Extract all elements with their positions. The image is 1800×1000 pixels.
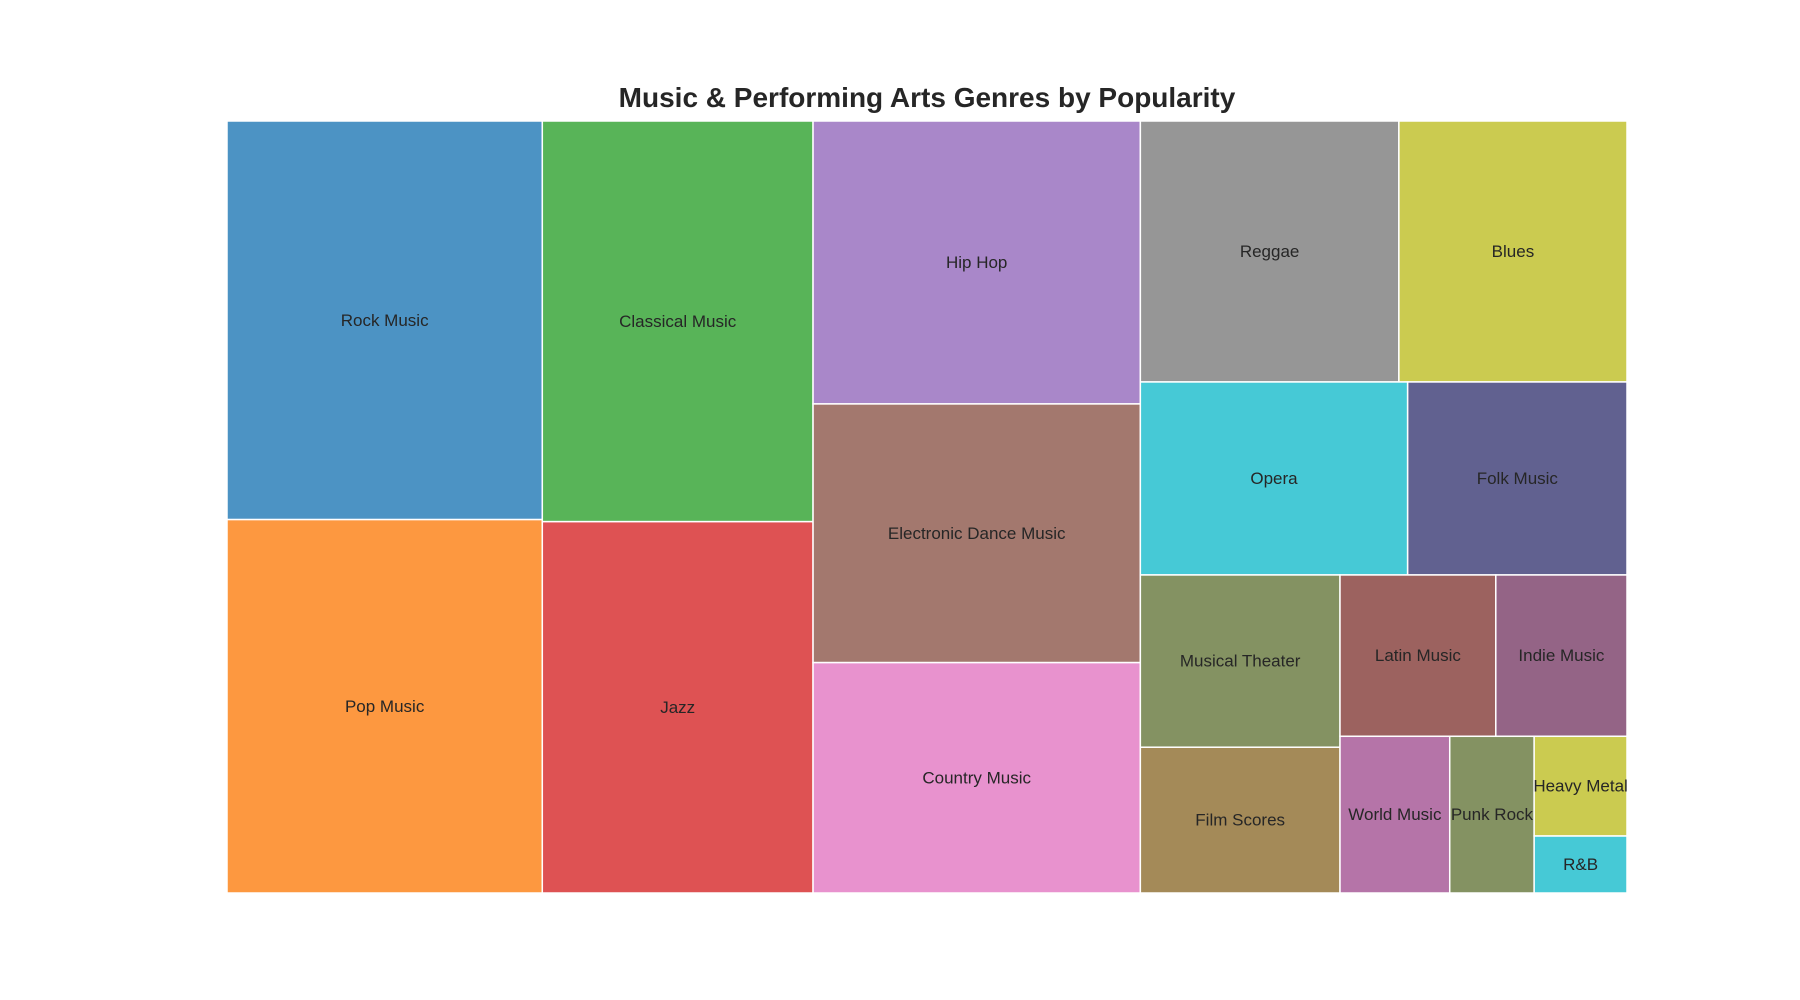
treemap-tile xyxy=(1495,574,1628,738)
tile-label: Rock Music xyxy=(341,311,429,330)
tile-label: Folk Music xyxy=(1477,469,1559,488)
treemap-tile xyxy=(1339,735,1451,894)
tile-country-music: Country Music xyxy=(812,661,1142,894)
tile-pop-music: Pop Music xyxy=(226,518,544,894)
tile-classical-music: Classical Music xyxy=(541,120,814,523)
tile-blues: Blues xyxy=(1398,120,1628,383)
tile-rock-music: Rock Music xyxy=(226,120,544,521)
tile-label: Country Music xyxy=(922,768,1031,787)
tile-label: Opera xyxy=(1250,469,1298,488)
treemap-tile xyxy=(1139,746,1341,894)
tile-jazz: Jazz xyxy=(541,520,814,894)
treemap-tile xyxy=(812,403,1142,664)
tile-label: Blues xyxy=(1492,242,1535,261)
tile-label: Reggae xyxy=(1240,242,1300,261)
treemap-tile xyxy=(1139,381,1409,576)
chart-title: Music & Performing Arts Genres by Popula… xyxy=(618,82,1236,113)
treemap-tile xyxy=(541,520,814,894)
tile-label: Jazz xyxy=(660,698,695,717)
tile-label: Latin Music xyxy=(1375,646,1461,665)
tile-heavy-metal: Heavy Metal xyxy=(1533,735,1628,837)
tile-label: Classical Music xyxy=(619,312,737,331)
tile-reggae: Reggae xyxy=(1139,120,1400,383)
tile-indie-music: Indie Music xyxy=(1495,574,1628,738)
treemap-tile xyxy=(1139,120,1400,383)
treemap-tile xyxy=(1339,574,1497,738)
tile-label: Film Scores xyxy=(1195,811,1285,830)
treemap-tile xyxy=(1448,735,1535,894)
tile-folk-music: Folk Music xyxy=(1406,381,1628,576)
tile-punk-rock: Punk Rock xyxy=(1448,735,1535,894)
treemap-tile xyxy=(226,518,544,894)
tile-label: Punk Rock xyxy=(1451,805,1534,824)
treemap-tile xyxy=(1533,835,1628,894)
tile-label: Hip Hop xyxy=(946,253,1007,272)
tile-film-scores: Film Scores xyxy=(1139,746,1341,894)
tile-electronic-dance-music: Electronic Dance Music xyxy=(812,403,1142,664)
treemap-tile xyxy=(1533,735,1628,837)
treemap-tile xyxy=(812,661,1142,894)
tile-label: Electronic Dance Music xyxy=(888,524,1066,543)
tile-latin-music: Latin Music xyxy=(1339,574,1497,738)
tile-label: Indie Music xyxy=(1518,646,1604,665)
tile-label: World Music xyxy=(1348,805,1442,824)
tile-opera: Opera xyxy=(1139,381,1409,576)
tile-label: Pop Music xyxy=(345,697,425,716)
tile-musical-theater: Musical Theater xyxy=(1139,574,1341,748)
treemap-tile xyxy=(1139,574,1341,748)
treemap-tile xyxy=(1398,120,1628,383)
tile-world-music: World Music xyxy=(1339,735,1451,894)
tile-label: R&B xyxy=(1563,855,1598,874)
treemap-tile xyxy=(226,120,544,521)
tile-label: Musical Theater xyxy=(1180,652,1301,671)
treemap-tile xyxy=(541,120,814,523)
tile-label: Heavy Metal xyxy=(1533,777,1627,796)
tile-hip-hop: Hip Hop xyxy=(812,120,1142,405)
tile-randb: R&B xyxy=(1533,835,1628,894)
